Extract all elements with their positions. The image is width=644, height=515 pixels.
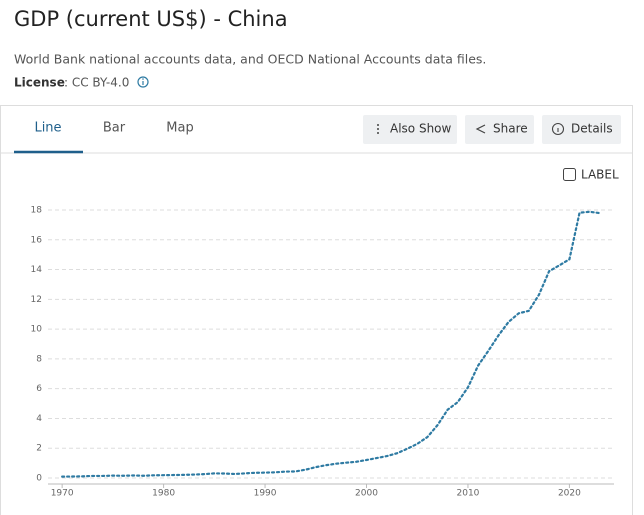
info-icon[interactable]	[137, 76, 149, 88]
data-line	[61, 210, 601, 478]
button[interactable]: Also Show	[363, 115, 457, 144]
panel	[0, 105, 633, 515]
button-label[interactable]: Share	[493, 122, 528, 136]
tab[interactable]: Bar	[103, 121, 126, 136]
button[interactable]: Share	[465, 115, 534, 144]
source-note: World Bank national accounts data, and O…	[14, 52, 486, 67]
button-label[interactable]: Also Show	[390, 122, 452, 136]
x-tick-label: 2000	[355, 489, 378, 499]
y-tick-label: 0	[36, 474, 42, 484]
tab[interactable]: Line	[34, 121, 61, 136]
y-tick-label: 14	[31, 265, 43, 275]
x-tick-label: 2010	[457, 489, 480, 499]
x-tick-label: 1980	[152, 489, 175, 499]
plot: 0 2 4 6 8 10 12 14 16 18 1970 1980 1990 2000 2010 2020	[31, 206, 614, 499]
button[interactable]: Details	[542, 115, 621, 144]
x-tick-label: 1970	[51, 489, 74, 499]
y-tick-label: 6	[36, 384, 42, 394]
y-tick-label: 2	[36, 444, 42, 454]
y-tick-label: 12	[31, 295, 42, 305]
y-tick-label: 18	[31, 206, 43, 216]
checkbox[interactable]	[563, 168, 576, 181]
y-tick-label: 16	[31, 235, 43, 245]
y-tick-label: 8	[36, 354, 42, 364]
x-tick-label: 1990	[254, 489, 277, 499]
y-tick-label: 4	[36, 414, 42, 424]
button-label[interactable]: Details	[571, 122, 613, 136]
license-label: License	[14, 76, 65, 90]
tab[interactable]: Map	[166, 121, 193, 136]
license-value: : CC BY-4.0	[64, 76, 129, 90]
page-title: GDP (current US$) - China	[14, 7, 288, 31]
x-tick-label: 2020	[558, 489, 581, 499]
y-tick-label: 10	[31, 325, 43, 335]
checkbox-label[interactable]: LABEL	[581, 168, 619, 182]
